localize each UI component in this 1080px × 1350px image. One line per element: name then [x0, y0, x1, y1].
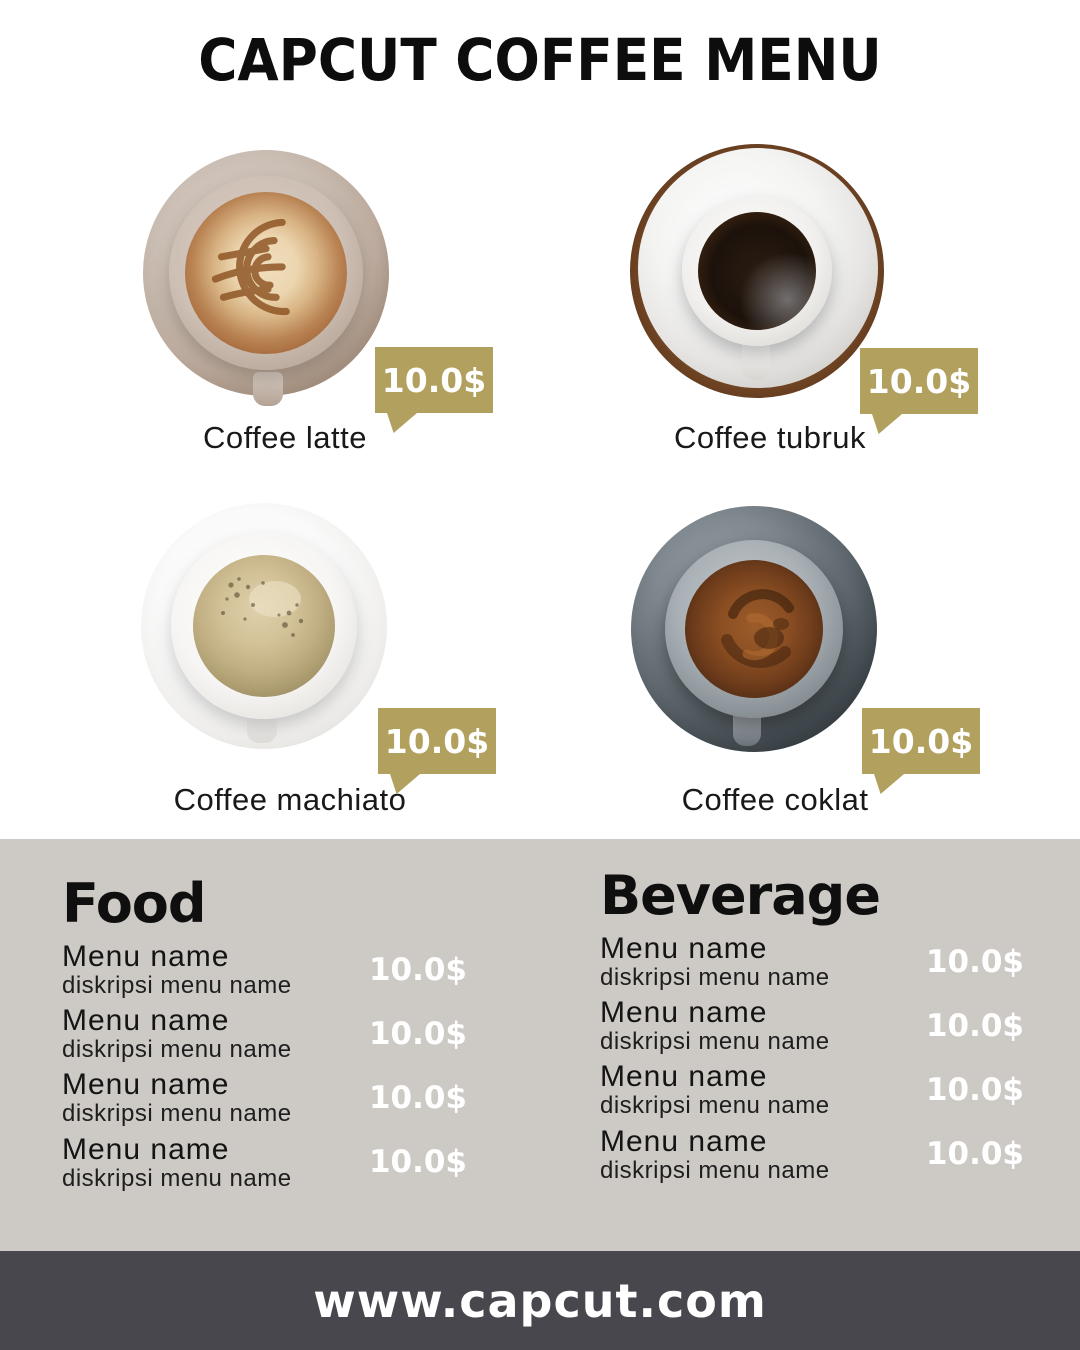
menu-item-description: diskripsi menu name: [62, 1164, 292, 1192]
price-tag-label: 10.0$: [384, 721, 490, 761]
menu-item-name: Menu name: [62, 1004, 230, 1038]
menu-item-price: 10.0$: [368, 951, 467, 988]
crema-speckles: [221, 577, 304, 637]
menu-item-price: 10.0$: [368, 1144, 467, 1181]
coffee-surface: [698, 212, 816, 330]
menu-item-price: 10.0$: [925, 1007, 1024, 1044]
menu-item-name: Menu name: [62, 1132, 230, 1166]
coffee-surface: [185, 192, 347, 354]
menu-item-row: Menu name diskripsi menu name 10.0$: [62, 1068, 467, 1128]
menu-item-text: Menu name diskripsi menu name: [600, 1060, 830, 1120]
menu-item-name: Menu name: [62, 940, 230, 973]
page-title: CAPCUT COFFEE MENU: [198, 26, 882, 94]
menu-item-text: Menu name diskripsi menu name: [600, 996, 830, 1056]
menu-item-price: 10.0$: [925, 1072, 1024, 1109]
menu-item-description: diskripsi menu name: [62, 971, 292, 999]
price-tag-label: 10.0$: [868, 721, 974, 761]
footer-bar: www.capcut.com: [0, 1251, 1080, 1350]
menu-item-description: diskripsi menu name: [600, 963, 830, 991]
price-tag: 10.0$: [375, 347, 493, 433]
coffee-machiato-photo: [141, 503, 387, 749]
food-heading: Food: [62, 872, 207, 935]
menu-item-row: Menu name diskripsi menu name 10.0$: [600, 1124, 1024, 1184]
product-name: Coffee tubruk: [673, 420, 867, 455]
menu-item-row: Menu name diskripsi menu name 10.0$: [600, 932, 1024, 991]
menu-item-description: diskripsi menu name: [62, 1036, 292, 1064]
product-name: Coffee machiato: [173, 782, 407, 817]
menu-item-price: 10.0$: [925, 943, 1024, 980]
cup-handle: [253, 372, 283, 406]
menu-item-row: Menu name diskripsi menu name 10.0$: [62, 1132, 467, 1192]
beverage-heading: Beverage: [600, 864, 881, 927]
coffee-reflection: [698, 212, 816, 330]
menu-item-name: Menu name: [62, 1068, 230, 1102]
coffee-surface: [193, 555, 335, 697]
menu-item-text: Menu name diskripsi menu name: [600, 932, 830, 991]
price-tag: 10.0$: [378, 708, 496, 794]
menu-item-row: Menu name diskripsi menu name 10.0$: [62, 940, 467, 999]
product-name: Coffee coklat: [681, 782, 869, 817]
menu-item-description: diskripsi menu name: [600, 1092, 830, 1120]
menu-item-name: Menu name: [600, 1124, 768, 1158]
menu-item-row: Menu name diskripsi menu name 10.0$: [600, 1060, 1024, 1120]
food-section: Food Menu name diskripsi menu name 10.0$…: [62, 877, 467, 1198]
menu-item-price: 10.0$: [368, 1015, 467, 1052]
menu-item-text: Menu name diskripsi menu name: [62, 1132, 292, 1192]
latte-art-fern: [211, 218, 290, 316]
coffee-latte-photo: [143, 150, 389, 406]
product-name: Coffee latte: [203, 420, 367, 455]
cup-handle: [742, 340, 770, 380]
price-tag-label: 10.0$: [866, 361, 972, 401]
price-tag: 10.0$: [862, 708, 980, 794]
menu-item-name: Menu name: [600, 1060, 768, 1094]
menu-band: Food Menu name diskripsi menu name 10.0$…: [0, 839, 1080, 1251]
coffee-tubruk-photo: [630, 144, 884, 398]
menu-item-row: Menu name diskripsi menu name 10.0$: [600, 996, 1024, 1056]
price-tag-label: 10.0$: [381, 360, 487, 400]
menu-item-text: Menu name diskripsi menu name: [62, 940, 292, 999]
price-tag: 10.0$: [860, 348, 978, 434]
menu-item-name: Menu name: [600, 996, 768, 1030]
menu-item-name: Menu name: [600, 932, 768, 965]
beverage-section: Beverage Menu name diskripsi menu name 1…: [600, 869, 1024, 1190]
menu-item-text: Menu name diskripsi menu name: [62, 1068, 292, 1128]
menu-item-price: 10.0$: [368, 1080, 467, 1117]
menu-item-description: diskripsi menu name: [600, 1156, 830, 1184]
coffee-surface: [685, 560, 823, 698]
website-url: www.capcut.com: [313, 1273, 767, 1328]
menu-item-price: 10.0$: [925, 1136, 1024, 1173]
menu-item-text: Menu name diskripsi menu name: [62, 1004, 292, 1064]
menu-item-description: diskripsi menu name: [600, 1028, 830, 1056]
coffee-coklat-photo: [631, 506, 877, 752]
menu-item-row: Menu name diskripsi menu name 10.0$: [62, 1004, 467, 1064]
menu-item-description: diskripsi menu name: [62, 1100, 292, 1128]
menu-item-text: Menu name diskripsi menu name: [600, 1124, 830, 1184]
crema-swirl: [721, 589, 794, 668]
